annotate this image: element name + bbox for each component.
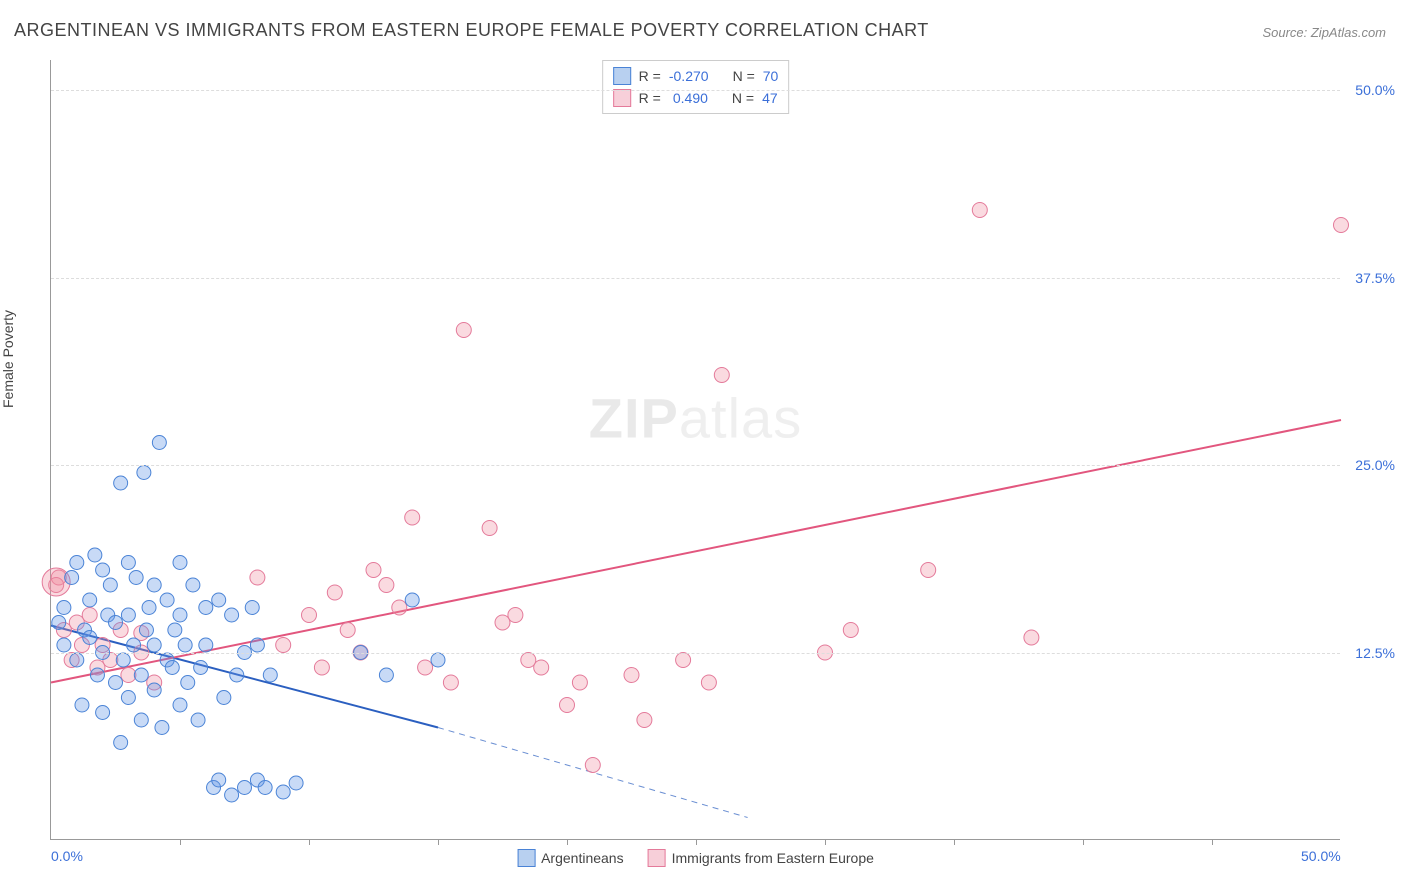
series-legend: Argentineans Immigrants from Eastern Eur… xyxy=(517,849,874,867)
legend-r-value-b: 0.490 xyxy=(673,90,708,106)
source-credit: Source: ZipAtlas.com xyxy=(1262,25,1386,40)
chart-svg xyxy=(51,60,1340,839)
legend-label-a: Argentineans xyxy=(541,850,624,866)
y-tick-label: 50.0% xyxy=(1355,82,1395,98)
x-tick-label: 0.0% xyxy=(51,848,83,864)
legend-n-label-a: N = xyxy=(733,68,755,84)
legend-swatch-a xyxy=(613,67,631,85)
legend-r-label-a: R = xyxy=(639,68,661,84)
legend-item-a: Argentineans xyxy=(517,849,624,867)
x-tick-label: 50.0% xyxy=(1301,848,1341,864)
legend-bottom-swatch-b xyxy=(648,849,666,867)
legend-bottom-swatch-a xyxy=(517,849,535,867)
chart-plot-area: ZIPatlas R = -0.270 N = 70 R = 0.490 N =… xyxy=(50,60,1340,840)
legend-item-b: Immigrants from Eastern Europe xyxy=(648,849,874,867)
y-axis-label: Female Poverty xyxy=(0,310,16,408)
legend-row-a: R = -0.270 N = 70 xyxy=(613,65,779,87)
legend-n-label-b: N = xyxy=(732,90,754,106)
correlation-legend: R = -0.270 N = 70 R = 0.490 N = 47 xyxy=(602,60,790,114)
legend-n-value-a: 70 xyxy=(763,68,779,84)
legend-swatch-b xyxy=(613,89,631,107)
legend-r-value-a: -0.270 xyxy=(669,68,709,84)
legend-r-label-b: R = xyxy=(639,90,661,106)
y-tick-label: 37.5% xyxy=(1355,270,1395,286)
chart-title: ARGENTINEAN VS IMMIGRANTS FROM EASTERN E… xyxy=(14,20,929,41)
y-tick-label: 12.5% xyxy=(1355,645,1395,661)
legend-n-value-b: 47 xyxy=(762,90,778,106)
y-tick-label: 25.0% xyxy=(1355,457,1395,473)
legend-label-b: Immigrants from Eastern Europe xyxy=(672,850,874,866)
